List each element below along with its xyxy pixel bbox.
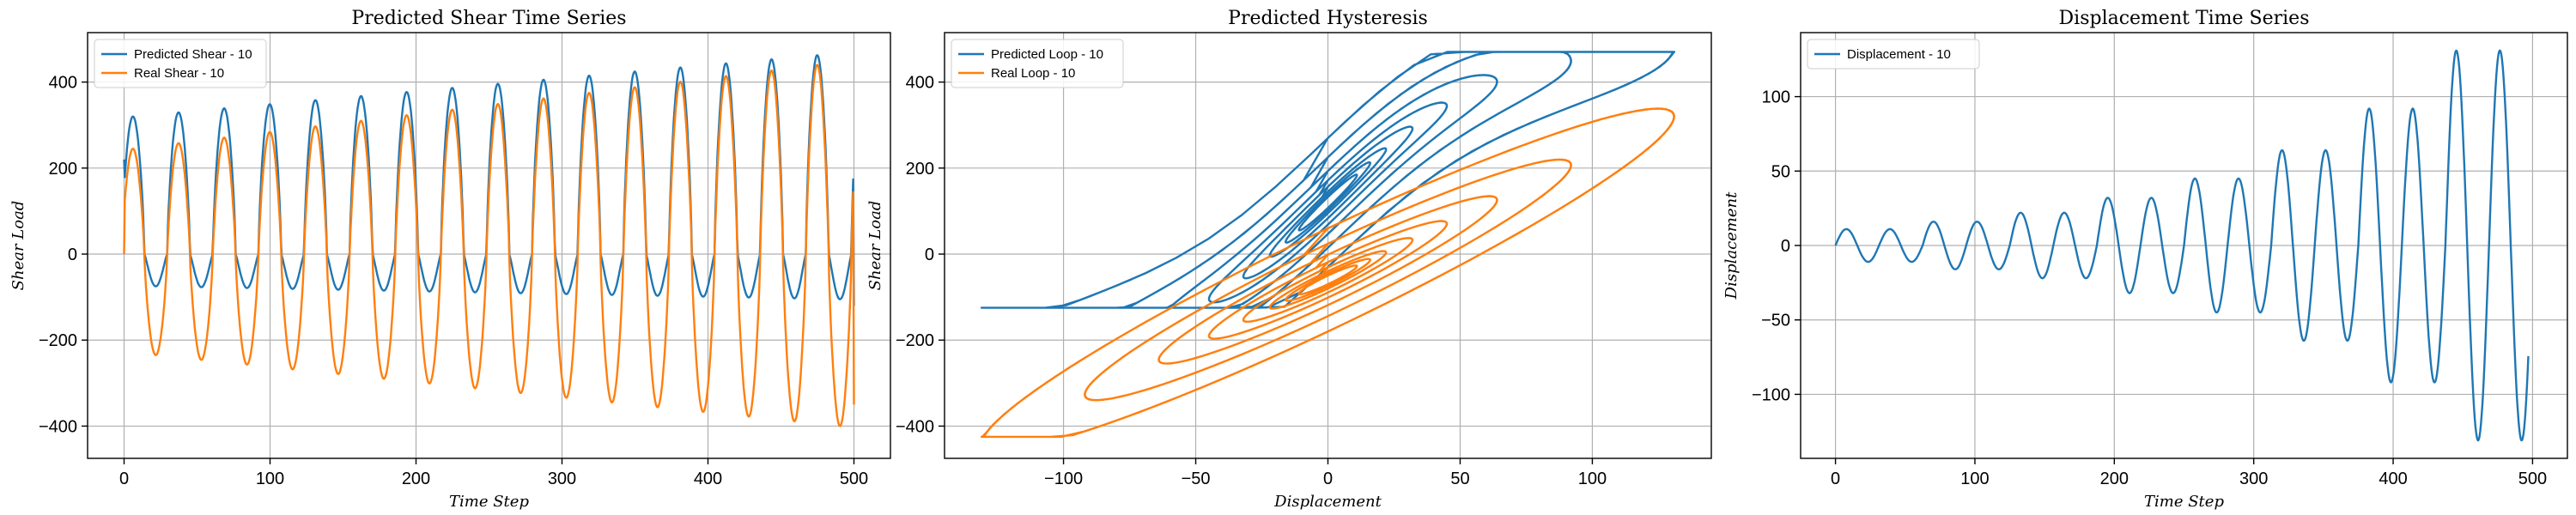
legend: Displacement - 10 — [1807, 39, 1980, 70]
y-tick-label: 400 — [906, 74, 934, 93]
x-tick-label: 100 — [256, 470, 284, 488]
y-tick-label: 400 — [49, 74, 77, 93]
legend-entry: Predicted Shear - 10 — [134, 47, 252, 62]
y-tick-label: 200 — [906, 160, 934, 179]
y-tick-label: −50 — [1761, 312, 1790, 330]
y-tick-label: 200 — [49, 160, 77, 179]
x-tick-label: 200 — [2100, 470, 2129, 488]
x-tick-label: 0 — [1323, 470, 1333, 488]
x-tick-label: 200 — [402, 470, 430, 488]
legend-entry: Displacement - 10 — [1847, 47, 1951, 62]
x-tick-label: 400 — [2379, 470, 2407, 488]
legend-entry: Real Loop - 10 — [991, 66, 1075, 81]
legend: Predicted Shear - 10 Real Shear - 10 — [94, 39, 267, 88]
x-tick-label: −100 — [1044, 470, 1083, 488]
chart-3: 0 100 200 300 400 500 −100 −50 0 50 100 Displacemen… — [1722, 8, 2568, 511]
chart-title: Predicted Shear Time Series — [351, 8, 626, 29]
x-tick-label: −50 — [1182, 470, 1211, 488]
series-line-1 — [1834, 49, 2530, 442]
x-tick-label: 0 — [1831, 470, 1840, 488]
y-tick-label: 0 — [68, 245, 77, 264]
y-tick-label: −100 — [1752, 385, 1790, 404]
y-axis-label: Shear Load — [9, 201, 27, 291]
x-tick-label: 400 — [694, 470, 722, 488]
x-axis-label: Displacement — [1273, 493, 1382, 511]
x-tick-label: 0 — [119, 470, 129, 488]
legend-entry: Predicted Loop - 10 — [991, 47, 1103, 62]
x-axis-label: Time Step — [2144, 493, 2224, 511]
x-tick-label: 50 — [1450, 470, 1469, 488]
chart-title: Displacement Time Series — [2059, 8, 2310, 29]
y-tick-label: 0 — [925, 245, 934, 264]
x-tick-label: 500 — [840, 470, 868, 488]
x-tick-label: 100 — [1578, 470, 1607, 488]
x-tick-label: 100 — [1960, 470, 1989, 488]
series-line-2 — [123, 64, 855, 427]
y-tick-label: 100 — [1762, 88, 1790, 107]
y-tick-label: −200 — [39, 331, 77, 350]
y-tick-label: 0 — [1781, 237, 1790, 256]
legend: Predicted Loop - 10 Real Loop - 10 — [951, 39, 1124, 88]
series-line-1 — [980, 51, 1676, 309]
plot-frame — [87, 32, 891, 459]
series-line-2 — [980, 107, 1676, 439]
x-tick-label: 300 — [2239, 470, 2268, 488]
y-tick-label: −200 — [896, 331, 934, 350]
x-tick-label: 500 — [2518, 470, 2547, 488]
x-axis-label: Time Step — [449, 493, 529, 511]
y-tick-label: −400 — [896, 417, 934, 436]
y-tick-label: −400 — [39, 417, 77, 436]
chart-title: Predicted Hysteresis — [1228, 8, 1428, 29]
y-axis-label: Shear Load — [866, 201, 884, 291]
x-tick-label: 300 — [548, 470, 576, 488]
legend-entry: Real Shear - 10 — [134, 66, 224, 81]
y-axis-label: Displacement — [1722, 191, 1741, 300]
chart-2: −100 −50 0 50 100 −400 −200 0 200 400 Predicted Hy… — [866, 8, 1712, 511]
chart-1: 0 100 200 300 400 500 −400 −200 0 200 400 Predicted… — [9, 8, 891, 511]
y-tick-label: 50 — [1771, 162, 1790, 181]
